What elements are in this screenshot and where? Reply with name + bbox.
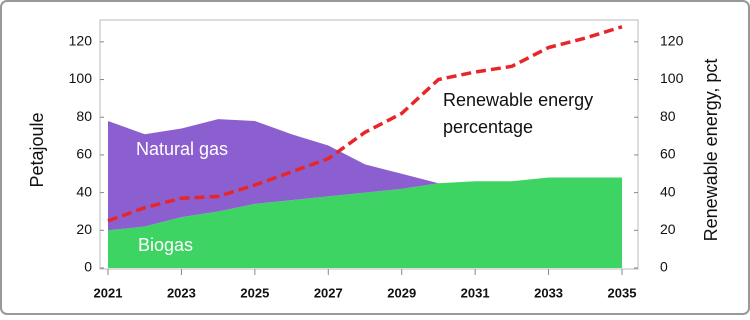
y-tick-label: 40	[76, 183, 92, 199]
area	[108, 119, 622, 231]
x-tick-label: 2035	[608, 285, 637, 300]
y2-tick-label: 80	[660, 108, 676, 124]
x-tick-label: 2027	[314, 285, 343, 300]
y-tick-label: 60	[76, 146, 92, 162]
x-tick-label: 2025	[240, 285, 269, 300]
x-tick-label: 2023	[167, 285, 196, 300]
y2-tick-label: 100	[660, 70, 684, 86]
x-tick-label: 2031	[461, 285, 490, 300]
y2-tick-label: 0	[660, 259, 668, 275]
y-tick-label: 0	[84, 259, 92, 275]
plot	[107, 25, 623, 268]
annotation: Natural gas	[136, 139, 228, 159]
y-axis-label: Petajoule	[27, 112, 47, 187]
x-tick-label: 2029	[387, 285, 416, 300]
y-tick-label: 80	[76, 108, 92, 124]
y-tick-label: 20	[76, 221, 92, 237]
y2-tick-label: 60	[660, 146, 676, 162]
y-tick-label: 100	[69, 70, 93, 86]
annotation: Renewable energy	[443, 90, 593, 110]
annotation: Biogas	[138, 235, 193, 255]
y2-tick-label: 120	[660, 33, 684, 49]
x-tick-label: 2021	[94, 285, 123, 300]
area	[108, 177, 622, 268]
y2-tick-label: 40	[660, 183, 676, 199]
line	[107, 25, 623, 223]
y2-axis-label: Renewable energy, pct	[701, 59, 721, 242]
annotation: percentage	[443, 117, 533, 137]
y-tick-label: 120	[69, 33, 93, 49]
y2-tick-label: 20	[660, 221, 676, 237]
x-tick-label: 2033	[534, 285, 563, 300]
